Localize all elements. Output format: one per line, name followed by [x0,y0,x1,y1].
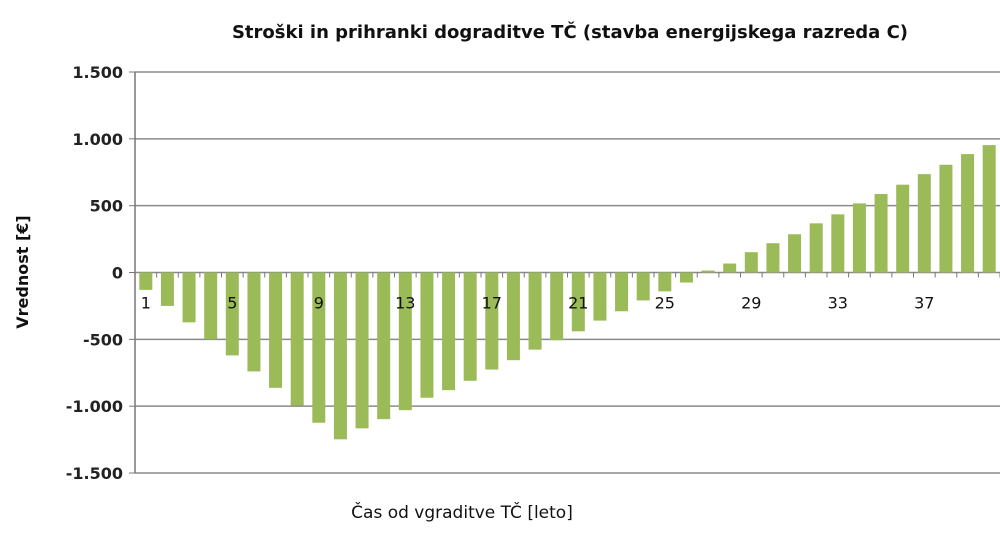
y-tick-label: -1.500 [66,464,123,483]
y-tick-label: 500 [90,197,123,216]
bar-year-1 [139,272,153,290]
bar-year-5 [225,272,239,356]
y-axis-label: Vrednost [€] [13,215,32,328]
chart-title: Stroški in prihranki dograditve TČ (stav… [232,21,908,43]
bar-year-4 [204,272,218,340]
bar-year-31 [788,234,802,273]
x-tick-label: 5 [227,294,237,313]
x-tick-label: 13 [395,294,415,313]
y-tick-label: -500 [83,330,123,349]
y-tick-label: 0 [112,264,123,283]
bar-year-9 [312,272,326,423]
bar-year-34 [852,203,866,273]
bar-year-3 [182,272,196,323]
bar-year-23 [615,272,629,312]
bar-year-14 [420,272,434,398]
x-tick-label: 1 [141,294,151,313]
bar-year-33 [831,214,845,273]
bar-year-26 [679,272,693,283]
x-tick-label: 29 [741,294,761,313]
bar-year-10 [333,272,347,440]
y-tick-label: -1.000 [66,397,123,416]
bar-year-15 [442,272,456,391]
bar-year-8 [290,272,304,406]
bar-year-32 [809,223,823,273]
bar-year-37 [917,174,931,273]
bar-year-21 [571,272,585,332]
y-tick-label: 1.500 [72,63,123,82]
bar-year-18 [506,272,520,361]
x-tick-label: 33 [828,294,848,313]
bar-year-7 [269,272,283,388]
bar-year-27 [701,270,715,273]
bar-year-39 [961,154,975,273]
bar-year-12 [377,272,391,420]
bar-year-17 [485,272,499,370]
x-tick-label: 37 [914,294,934,313]
bar-year-6 [247,272,261,372]
bar-year-16 [463,272,477,381]
x-tick-label: 25 [655,294,675,313]
bar-year-29 [744,252,758,273]
x-tick-label: 21 [568,294,588,313]
bar-year-28 [723,263,737,273]
bar-year-11 [355,272,369,429]
bar-year-22 [593,272,607,321]
bar-year-35 [874,194,888,273]
bar-year-20 [550,272,564,341]
bar-year-30 [766,243,780,273]
bar-year-13 [398,272,412,411]
x-tick-label: 9 [314,294,324,313]
bar-year-19 [528,272,542,350]
bar-year-40 [982,145,996,273]
x-tick-label: 17 [482,294,502,313]
bar-year-2 [160,272,174,306]
bar-year-25 [658,272,672,292]
bar-year-38 [939,164,953,273]
y-tick-label: 1.000 [72,130,123,149]
bar-year-24 [636,272,650,301]
bar-year-36 [896,184,910,273]
x-axis-label: Čas od vgraditve TČ [leto] [351,501,573,523]
